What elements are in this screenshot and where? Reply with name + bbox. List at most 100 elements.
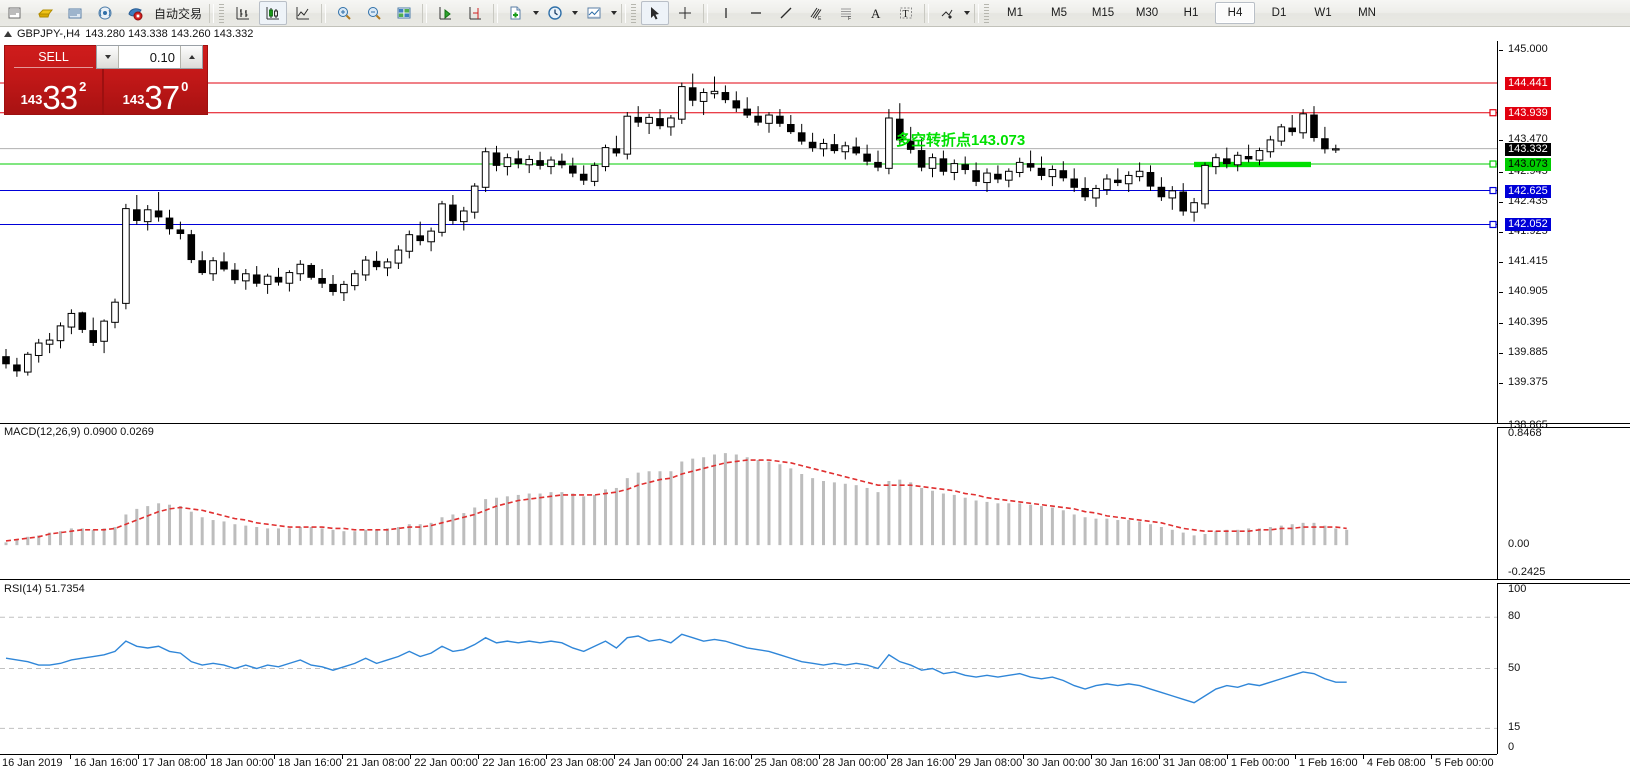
- time-axis-tick: [138, 755, 140, 759]
- period-icon[interactable]: [541, 1, 569, 25]
- one-click-trading-panel[interactable]: SELL 143 33 2 BUY 143 37 0 0.10: [4, 45, 217, 115]
- price-tag-143-939[interactable]: 143.939: [1505, 106, 1551, 120]
- crosshair-icon[interactable]: [671, 1, 699, 25]
- fibonacci-icon[interactable]: F: [832, 1, 860, 25]
- broadcast-icon[interactable]: [91, 1, 119, 25]
- time-axis-label: 1 Feb 16:00: [1298, 757, 1358, 769]
- buy-price-big: 37: [144, 78, 180, 116]
- toolbar-grip[interactable]: [219, 3, 225, 23]
- toolbar-grip[interactable]: [984, 3, 990, 23]
- price-tick: [1499, 322, 1503, 324]
- text-object-icon[interactable]: T: [892, 1, 920, 25]
- timeframe-m30[interactable]: M30: [1135, 7, 1159, 19]
- candlestick-chart-icon[interactable]: [259, 1, 288, 25]
- time-axis-label: 29 Jan 08:00: [958, 757, 1023, 769]
- chevron-down-icon[interactable]: [962, 2, 971, 24]
- price-tag-144-441[interactable]: 144.441: [1505, 76, 1551, 90]
- data-window-icon[interactable]: [61, 1, 89, 25]
- time-axis-label: 17 Jan 08:00: [142, 757, 206, 769]
- sell-button[interactable]: SELL 143 33 2: [4, 45, 103, 115]
- chevron-down-icon[interactable]: [609, 2, 618, 24]
- time-axis-tick: [1362, 755, 1364, 759]
- vertical-line-icon[interactable]: [712, 1, 740, 25]
- scale-separator: [1497, 427, 1498, 579]
- timeframe-m5[interactable]: M5: [1051, 7, 1067, 19]
- rsi-scale-label: 100: [1508, 583, 1527, 595]
- zoom-in-icon[interactable]: [330, 1, 358, 25]
- chart-ohlc-label: 143.280 143.338 143.260 143.332: [85, 28, 254, 40]
- line-chart-icon[interactable]: [289, 1, 317, 25]
- templates-icon[interactable]: [502, 1, 530, 25]
- price-chart-pane[interactable]: [0, 41, 1497, 423]
- main-toolbar: 自动交易: [0, 0, 1630, 27]
- timeframe-h4[interactable]: H4: [1215, 2, 1256, 24]
- timeframe-h1[interactable]: H1: [1183, 7, 1199, 19]
- lot-size-value[interactable]: 0.10: [149, 49, 175, 65]
- time-axis-label: 16 Jan 16:00: [74, 757, 138, 769]
- price-tag-143-332[interactable]: 143.332: [1505, 142, 1551, 156]
- timeframe-m1[interactable]: M1: [1007, 7, 1023, 19]
- timeframe-mn[interactable]: MN: [1358, 7, 1376, 19]
- time-axis-label: 16 Jan 2019: [2, 757, 63, 769]
- timeframe-w1[interactable]: W1: [1314, 7, 1332, 19]
- time-axis-label: 30 Jan 16:00: [1094, 757, 1159, 769]
- price-tick: [1499, 292, 1503, 294]
- price-tick: [1499, 140, 1503, 142]
- svg-text:A: A: [871, 6, 881, 21]
- lot-dropdown-button[interactable]: [97, 46, 119, 68]
- time-axis-label: 22 Jan 16:00: [482, 757, 546, 769]
- tile-windows-icon[interactable]: [390, 1, 418, 25]
- toolbar-grip[interactable]: [631, 3, 637, 23]
- chevron-down-icon[interactable]: [570, 2, 579, 24]
- rsi-pane[interactable]: [0, 583, 1497, 754]
- new-order-icon[interactable]: [1, 1, 29, 25]
- toolbar-separator: [703, 3, 709, 23]
- time-axis-tick: [886, 755, 888, 759]
- timeframe-m15[interactable]: M15: [1091, 7, 1115, 19]
- price-tick-label: 140.905: [1508, 285, 1548, 298]
- toolbar-separator: [209, 3, 215, 23]
- buy-price-int: 143: [122, 92, 145, 107]
- expert-advisor-icon[interactable]: [121, 1, 149, 25]
- time-axis-tick: [546, 755, 548, 759]
- time-axis-tick: [70, 755, 72, 759]
- rsi-scale-label: 15: [1508, 721, 1521, 734]
- price-tag-142-052[interactable]: 142.052: [1505, 218, 1551, 232]
- lot-size-field[interactable]: 0.10: [96, 45, 203, 69]
- price-tick: [1499, 262, 1503, 264]
- time-axis-label: 18 Jan 00:00: [210, 757, 274, 769]
- horizontal-line-icon[interactable]: [742, 1, 770, 25]
- chevron-down-icon[interactable]: [531, 2, 540, 24]
- zoom-out-icon[interactable]: [360, 1, 388, 25]
- autotrading-label[interactable]: 自动交易: [154, 6, 203, 21]
- drawing-tools-icon[interactable]: [933, 1, 961, 25]
- time-axis-tick: [750, 755, 752, 759]
- indicators-icon[interactable]: [580, 1, 608, 25]
- price-tag-142-625[interactable]: 142.625: [1505, 184, 1551, 198]
- bar-chart-icon[interactable]: [229, 1, 257, 25]
- chart-shift-icon[interactable]: [461, 1, 489, 25]
- time-axis-tick: [274, 755, 276, 759]
- macd-scale-label: -0.2425: [1508, 566, 1546, 578]
- sell-price-pip: 2: [79, 79, 87, 94]
- timeframe-d1[interactable]: D1: [1271, 7, 1287, 19]
- price-tag-143-073[interactable]: 143.073: [1505, 158, 1551, 171]
- price-tick-label: 138.865: [1508, 419, 1548, 431]
- cursor-icon[interactable]: [641, 1, 670, 25]
- text-label-icon[interactable]: A: [862, 1, 890, 25]
- auto-scroll-icon[interactable]: [431, 1, 459, 25]
- chart-annotation[interactable]: 多空转折点143.073: [896, 132, 1026, 149]
- price-tick-label: 141.415: [1508, 255, 1548, 268]
- gold-bar-icon[interactable]: [31, 1, 59, 25]
- macd-pane[interactable]: [0, 427, 1497, 579]
- collapse-icon[interactable]: [4, 31, 12, 37]
- time-axis-label: 18 Jan 16:00: [278, 757, 342, 769]
- time-axis-tick: [1430, 755, 1432, 759]
- trendline-icon[interactable]: [772, 1, 800, 25]
- time-axis-label: 21 Jan 08:00: [346, 757, 410, 769]
- lot-increment-button[interactable]: [180, 46, 202, 68]
- price-tick-label: 139.885: [1508, 345, 1548, 358]
- price-tick: [1499, 201, 1503, 203]
- equidistant-channel-icon[interactable]: E: [802, 1, 830, 25]
